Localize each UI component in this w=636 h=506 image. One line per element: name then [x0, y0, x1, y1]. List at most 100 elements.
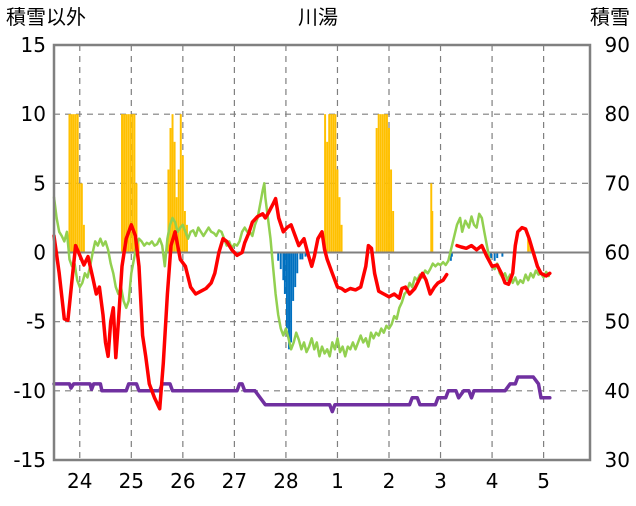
- blue-bar: [450, 252, 453, 257]
- orange-bar: [340, 224, 343, 253]
- y-tick-left: 10: [21, 102, 46, 126]
- orange-bar: [179, 114, 182, 253]
- orange-bar: [74, 114, 77, 253]
- orange-bar: [381, 114, 384, 253]
- orange-bar: [169, 128, 172, 253]
- orange-bar: [80, 183, 83, 253]
- blue-bar: [294, 252, 297, 288]
- series-line-purple: [52, 375, 552, 414]
- x-tick: 2: [383, 469, 396, 493]
- blue-bar: [292, 252, 295, 301]
- y-tick-right: 50: [605, 310, 630, 334]
- x-tick: 4: [486, 469, 499, 493]
- blue-bar: [283, 252, 286, 294]
- orange-bar: [173, 141, 176, 253]
- orange-bar: [78, 183, 81, 253]
- blue-bar: [285, 252, 288, 329]
- blue-bar: [279, 252, 282, 270]
- orange-bar: [127, 114, 130, 253]
- orange-bar: [392, 211, 395, 253]
- y-tick-left: -15: [13, 448, 46, 472]
- orange-bar: [125, 114, 128, 253]
- orange-bar: [131, 114, 134, 253]
- orange-bar: [82, 224, 85, 253]
- orange-bar: [375, 128, 378, 253]
- y-tick-right: 90: [605, 33, 630, 57]
- blue-bar: [490, 252, 493, 259]
- x-tick: 27: [222, 469, 247, 493]
- orange-bar: [328, 114, 331, 253]
- plot-area: [52, 45, 590, 460]
- y-tick-right: 30: [605, 448, 630, 472]
- y-tick-right: 70: [605, 171, 630, 195]
- orange-bar: [377, 114, 380, 253]
- blue-bar: [282, 252, 285, 281]
- orange-bar: [121, 114, 124, 253]
- orange-bar: [167, 169, 170, 253]
- y-tick-right: 40: [605, 379, 630, 403]
- orange-bar: [390, 169, 393, 253]
- orange-bar: [527, 238, 530, 253]
- orange-bar: [181, 155, 184, 253]
- orange-bar: [334, 114, 337, 253]
- series-line-red: [52, 196, 449, 411]
- blue-bar: [449, 252, 452, 261]
- blue-bar: [288, 252, 290, 350]
- orange-bar: [383, 114, 386, 253]
- x-tick: 26: [170, 469, 195, 493]
- x-tick: 1: [331, 469, 344, 493]
- blue-bar: [496, 252, 499, 259]
- x-tick: 25: [119, 469, 144, 493]
- blue-bar: [304, 252, 307, 257]
- y-tick-left: 5: [33, 171, 46, 195]
- blue-bar: [299, 252, 302, 260]
- y-tick-left: -5: [26, 310, 46, 334]
- orange-bar: [326, 141, 329, 253]
- series-line-red2: [455, 225, 552, 287]
- orange-bar: [332, 114, 335, 253]
- orange-bar: [137, 238, 140, 253]
- y-tick-right: 80: [605, 102, 630, 126]
- orange-bar: [431, 211, 434, 253]
- blue-bar: [501, 252, 504, 257]
- orange-bar: [338, 197, 341, 253]
- x-tick: 28: [273, 469, 298, 493]
- orange-bar: [379, 114, 382, 253]
- orange-bar: [135, 183, 138, 253]
- blue-bar: [290, 252, 293, 343]
- orange-bar: [388, 128, 390, 253]
- y-tick-left: 15: [21, 33, 46, 57]
- plot-frame: [52, 43, 592, 462]
- orange-bar: [529, 245, 532, 253]
- orange-bar: [129, 114, 132, 253]
- orange-bar: [72, 114, 75, 253]
- x-tick: 3: [434, 469, 447, 493]
- right-axis-label: 積雪: [590, 5, 630, 29]
- orange-bar: [76, 114, 79, 253]
- orange-bar: [385, 114, 388, 253]
- left-axis-label: 積雪以外: [6, 5, 86, 29]
- orange-bar: [133, 114, 136, 253]
- orange-bar: [171, 114, 174, 253]
- x-tick: 24: [67, 469, 92, 493]
- x-tick: 5: [537, 469, 550, 493]
- orange-bar: [336, 169, 339, 253]
- chart-title: 川湯: [298, 5, 338, 29]
- orange-bar: [430, 183, 433, 253]
- orange-bar: [68, 114, 71, 253]
- y-tick-left: 0: [33, 241, 46, 265]
- orange-bar: [177, 169, 180, 253]
- y-tick-right: 60: [605, 241, 630, 265]
- orange-bar: [330, 114, 333, 253]
- orange-bar: [70, 114, 73, 253]
- blue-bar: [296, 252, 299, 274]
- orange-bar: [123, 114, 126, 253]
- blue-bar: [301, 252, 304, 260]
- blue-bar: [493, 252, 496, 261]
- orange-bar: [324, 114, 327, 253]
- blue-bar: [277, 252, 280, 261]
- y-tick-left: -10: [13, 379, 46, 403]
